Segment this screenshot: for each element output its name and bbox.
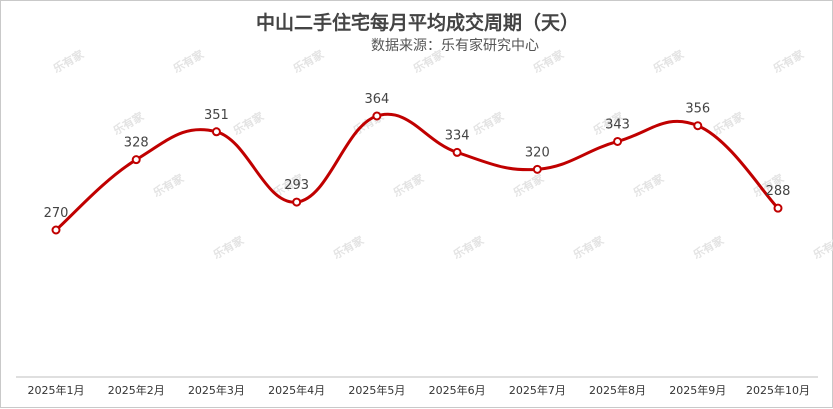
x-tick-label: 2025年6月 bbox=[429, 383, 486, 397]
watermark-logo: 乐有家 bbox=[291, 46, 327, 75]
watermark-logo: 乐有家 bbox=[471, 108, 507, 137]
data-label: 356 bbox=[685, 102, 710, 117]
data-point bbox=[373, 113, 380, 120]
data-point bbox=[454, 149, 461, 156]
x-tick-label: 2025年2月 bbox=[108, 383, 165, 397]
data-point bbox=[614, 138, 621, 145]
data-label: 320 bbox=[525, 145, 550, 160]
watermark-logo: 乐有家 bbox=[571, 232, 607, 261]
data-label: 293 bbox=[284, 178, 309, 193]
watermark-logo: 乐有家 bbox=[771, 46, 807, 75]
x-tick-label: 2025年3月 bbox=[188, 383, 245, 397]
data-point bbox=[133, 156, 140, 163]
data-label: 343 bbox=[605, 117, 630, 132]
data-label: 328 bbox=[124, 136, 149, 151]
data-labels: 270 328 351 293 364 334 320 343 356 288 bbox=[44, 92, 791, 221]
watermark-logo: 乐有家 bbox=[111, 108, 147, 137]
watermark-logo: 乐有家 bbox=[511, 170, 547, 199]
x-tick-label: 2025年5月 bbox=[348, 383, 405, 397]
x-tick-label: 2025年1月 bbox=[28, 383, 85, 397]
x-tick-label: 2025年9月 bbox=[669, 383, 726, 397]
watermark-logo: 乐有家 bbox=[711, 108, 747, 137]
data-label: 288 bbox=[766, 184, 791, 199]
watermark-logo: 乐有家 bbox=[531, 46, 567, 75]
x-tick-label: 2025年10月 bbox=[746, 383, 810, 397]
watermark-logo: 乐有家 bbox=[151, 170, 187, 199]
watermark-logo: 乐有家 bbox=[811, 232, 833, 261]
data-point bbox=[53, 227, 60, 234]
data-label: 270 bbox=[44, 206, 69, 221]
watermark-logo: 乐有家 bbox=[391, 170, 427, 199]
data-point bbox=[534, 166, 541, 173]
watermark-logo: 乐有家 bbox=[411, 46, 447, 75]
data-point bbox=[213, 128, 220, 135]
x-tick-label: 2025年7月 bbox=[509, 383, 566, 397]
watermark-layer: 乐有家乐有家乐有家乐有家乐有家乐有家乐有家乐有家乐有家乐有家乐有家乐有家乐有家乐… bbox=[51, 46, 833, 261]
x-tick-labels: 2025年1月 2025年2月 2025年3月 2025年4月 2025年5月 2025年… bbox=[28, 383, 811, 397]
watermark-logo: 乐有家 bbox=[331, 232, 367, 261]
watermark-logo: 乐有家 bbox=[451, 232, 487, 261]
data-point bbox=[694, 122, 701, 129]
data-label: 364 bbox=[364, 92, 389, 107]
watermark-logo: 乐有家 bbox=[651, 46, 687, 75]
data-point bbox=[293, 199, 300, 206]
watermark-logo: 乐有家 bbox=[171, 46, 207, 75]
data-label: 351 bbox=[204, 108, 229, 123]
watermark-logo: 乐有家 bbox=[691, 232, 727, 261]
data-point bbox=[775, 205, 782, 212]
watermark-logo: 乐有家 bbox=[631, 170, 667, 199]
watermark-logo: 乐有家 bbox=[231, 108, 267, 137]
series-line bbox=[56, 114, 778, 230]
data-label: 334 bbox=[445, 128, 470, 143]
watermark-logo: 乐有家 bbox=[211, 232, 247, 261]
x-tick-label: 2025年4月 bbox=[268, 383, 325, 397]
x-tick-label: 2025年8月 bbox=[589, 383, 646, 397]
watermark-logo: 乐有家 bbox=[51, 46, 87, 75]
